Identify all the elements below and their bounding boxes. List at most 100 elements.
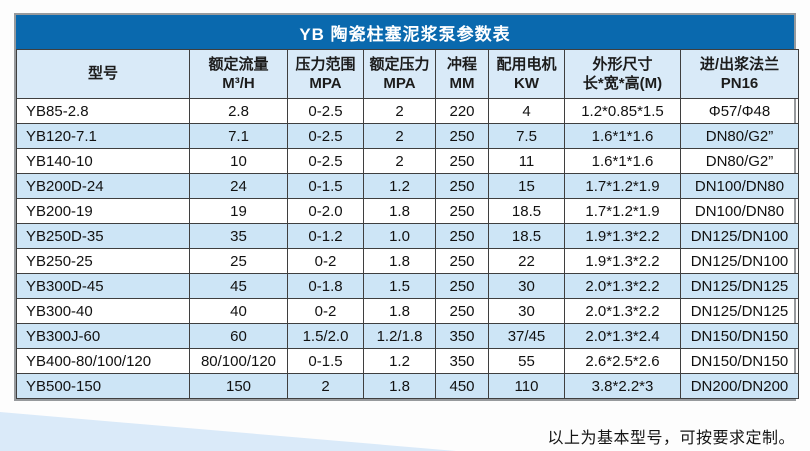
table-cell: DN125/DN125 [680,298,799,324]
table-cell: 15 [488,173,565,199]
table-cell: DN100/DN80 [680,173,799,199]
table-cell: 1.2*0.85*1.5 [564,98,681,124]
table-cell: 2 [363,98,436,124]
table-cell: DN125/DN125 [680,273,799,299]
header-row: 型号 额定流量 M³/H 压力范围 MPA 额定压力 MPA 冲程 MM [16,49,799,99]
table-row: YB400-80/100/120 80/100/120 0-1.5 1.2 350 55 2… [16,348,799,374]
table-cell: 22 [488,248,565,274]
table-row: YB120-7.1 7.1 0-2.5 2 250 7.5 1.6*1*1.6 DN80/G2… [16,123,799,149]
table-cell: 45 [189,273,288,299]
column-header-line1: 额定流量 [208,55,269,73]
column-header-line2: KW [514,75,539,92]
table-cell: 30 [488,273,565,299]
table-cell: 350 [435,323,489,349]
table-cell: 1.9*1.3*2.2 [564,223,681,249]
table-row: YB250-25 25 0-2 1.8 250 22 1.9*1.3*2.2 DN125/DN… [16,248,799,274]
table-cell: 0-2 [287,248,364,274]
table-cell: 450 [435,373,489,399]
table-cell: DN125/DN100 [680,223,799,249]
table-cell: 1.9*1.3*2.2 [564,248,681,274]
table-cell: 30 [488,298,565,324]
model-cell: YB200-19 [16,198,190,224]
table-row: YB200-19 19 0-2.0 1.8 250 18.5 1.7*1.2*1.9 DN10… [16,198,799,224]
table-cell: DN150/DN150 [680,323,799,349]
table-cell: 55 [488,348,565,374]
table-cell: 3.8*2.2*3 [564,373,681,399]
table-row: YB500-150 150 2 1.8 450 110 3.8*2.2*3 DN200/DN2… [16,373,799,399]
table-cell: 18.5 [488,223,565,249]
table-cell: 1.8 [363,373,436,399]
model-cell: YB300-40 [16,298,190,324]
table-cell: DN150/DN150 [680,348,799,374]
table-cell: 0-2.5 [287,98,364,124]
table-header: 型号 额定流量 M³/H 压力范围 MPA 额定压力 MPA 冲程 MM [16,49,799,99]
parameters-table: YB 陶瓷柱塞泥浆泵参数表 型号 额定流量 M³/H 压力范围 MPA [14,13,799,401]
column-header-line2: MPA [309,75,342,92]
table-cell: 2.6*2.5*2.6 [564,348,681,374]
table-row: YB140-10 10 0-2.5 2 250 11 1.6*1*1.6 DN80/G2” [16,148,799,174]
table-cell: 80/100/120 [189,348,288,374]
column-header-motor: 配用电机 KW [488,49,565,99]
model-cell: YB200D-24 [16,173,190,199]
table-cell: 2.0*1.3*2.2 [564,298,681,324]
column-header-line2: MM [449,75,475,92]
column-header-line1: 外形尺寸 [592,55,653,73]
column-header-line1: 压力范围 [295,55,356,73]
column-header-line2: M³/H [222,75,255,92]
table-cell: 40 [189,298,288,324]
model-cell: YB500-150 [16,373,190,399]
table-cell: DN80/G2” [680,148,799,174]
table-cell: 1.6*1*1.6 [564,148,681,174]
decorative-corner-wedge [0,412,456,451]
table-cell: 25 [189,248,288,274]
table-cell: 250 [435,198,489,224]
table-cell: 250 [435,148,489,174]
column-header-line1: 进/出浆法兰 [699,55,780,73]
column-header-line2: PN16 [720,75,759,92]
table-cell: DN80/G2” [680,123,799,149]
table-cell: 150 [189,373,288,399]
model-cell: YB85-2.8 [16,98,190,124]
table-cell: 60 [189,323,288,349]
model-cell: YB250D-35 [16,223,190,249]
table-cell: 19 [189,198,288,224]
table-row: YB200D-24 24 0-1.5 1.2 250 15 1.7*1.2*1.9 DN100… [16,173,799,199]
column-header-model: 型号 [16,49,190,99]
table-cell: 0-2.5 [287,148,364,174]
table-cell: 1.2 [363,348,436,374]
column-header-stroke: 冲程 MM [435,49,489,99]
table-cell: Φ57/Φ48 [680,98,799,124]
model-cell: YB250-25 [16,248,190,274]
column-header-line1: 型号 [87,65,118,83]
column-header-pressure-range: 压力范围 MPA [287,49,364,99]
table-cell: 1.2/1.8 [363,323,436,349]
column-header-line1: 配用电机 [496,55,557,73]
table-cell: 24 [189,173,288,199]
table-cell: 220 [435,98,489,124]
table-cell: 250 [435,173,489,199]
column-header-line2: MPA [383,75,416,92]
table-cell: 1.7*1.2*1.9 [564,173,681,199]
table-cell: 2.0*1.3*2.2 [564,273,681,299]
table-cell: 1.0 [363,223,436,249]
column-header-line2: 长*宽*高(M) [582,75,663,92]
table-cell: 11 [488,148,565,174]
table-cell: 0-2 [287,298,364,324]
table-cell: 7.1 [189,123,288,149]
table-cell: 0-2.0 [287,198,364,224]
column-header-flow: 额定流量 M³/H [189,49,288,99]
table-cell: 1.8 [363,198,436,224]
table-title: YB 陶瓷柱塞泥浆泵参数表 [16,15,794,49]
column-header-dimensions: 外形尺寸 长*宽*高(M) [564,49,681,99]
table-cell: 1.5/2.0 [287,323,364,349]
table-cell: 0-1.5 [287,173,364,199]
table-cell: 2.8 [189,98,288,124]
table-cell: 250 [435,223,489,249]
model-cell: YB300J-60 [16,323,190,349]
column-header-line1: 额定压力 [369,55,430,73]
model-cell: YB300D-45 [16,273,190,299]
parameters-grid: 型号 额定流量 M³/H 压力范围 MPA 额定压力 MPA 冲程 MM [16,49,799,399]
table-row: YB85-2.8 2.8 0-2.5 2 220 4 1.2*0.85*1.5 Φ57/Φ48 [16,98,799,124]
table-cell: 1.8 [363,248,436,274]
